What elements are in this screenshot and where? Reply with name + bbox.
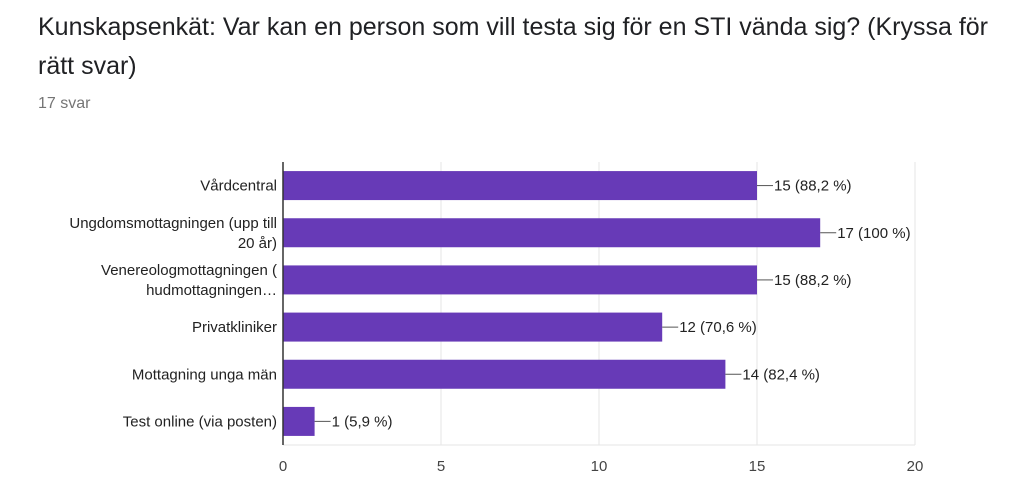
category-labels: Vårdcentral Ungdomsmottagningen (upp till…	[69, 178, 277, 431]
response-count: 17 svar	[38, 95, 91, 112]
x-tick-labels: 0 5 10 15 20	[279, 458, 924, 475]
value-label: 15 (88,2 %)	[774, 272, 852, 289]
value-label: 17 (100 %)	[837, 225, 910, 242]
category-label: Venereologmottagningen (	[101, 262, 277, 279]
bar	[283, 171, 757, 201]
bar	[283, 406, 315, 436]
bars	[283, 171, 821, 436]
bar	[283, 218, 821, 248]
bar	[283, 312, 663, 342]
bar	[283, 265, 757, 295]
value-label: 14 (82,4 %)	[742, 366, 820, 383]
value-label: 1 (5,9 %)	[332, 413, 393, 430]
x-tick-label: 5	[437, 458, 445, 475]
category-label: 20 år)	[238, 235, 277, 252]
category-label: hudmottagningen…	[146, 282, 277, 299]
category-label: Test online (via posten)	[123, 413, 277, 430]
x-tick-label: 20	[907, 458, 924, 475]
x-tick-label: 10	[591, 458, 608, 475]
gridlines	[283, 162, 916, 446]
value-labels: 15 (88,2 %) 17 (100 %) 15 (88,2 %) 12 (70,6…	[314, 178, 911, 430]
x-tick-label: 15	[749, 458, 766, 475]
category-label: Privatkliniker	[192, 319, 277, 336]
category-label: Ungdomsmottagningen (upp till	[69, 215, 277, 232]
value-label: 15 (88,2 %)	[774, 178, 852, 195]
bar	[283, 359, 726, 389]
value-label: 12 (70,6 %)	[679, 319, 757, 336]
page-title: Kunskapsenkät: Var kan en person som vil…	[38, 13, 988, 80]
x-tick-label: 0	[279, 458, 287, 475]
category-label: Vårdcentral	[200, 178, 277, 195]
category-label: Mottagning unga män	[132, 366, 277, 383]
